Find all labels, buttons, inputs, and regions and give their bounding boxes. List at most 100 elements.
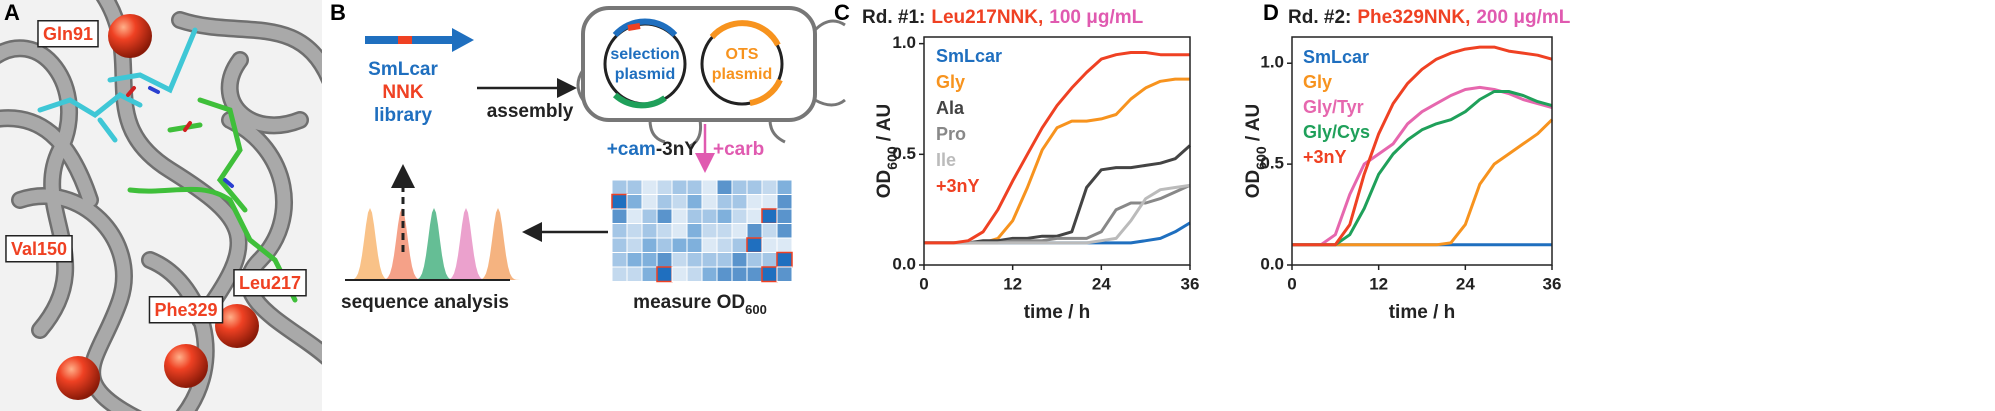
well xyxy=(716,208,733,224)
title-part: Phe329NNK, xyxy=(1357,7,1470,28)
well xyxy=(686,208,703,224)
plot-frame xyxy=(1291,36,1553,266)
well xyxy=(656,266,673,283)
x-tick-label: 24 xyxy=(1092,274,1111,293)
well xyxy=(701,194,718,210)
peak xyxy=(476,208,520,280)
well xyxy=(656,194,673,210)
well xyxy=(656,208,673,224)
label-box xyxy=(233,269,307,297)
x-tick-label: 0 xyxy=(919,274,928,293)
x-axis-label: time / h xyxy=(1389,302,1456,323)
well xyxy=(641,179,658,195)
well xyxy=(671,223,688,239)
well xyxy=(641,208,658,224)
residue-name: Phe329 xyxy=(154,300,217,320)
well xyxy=(776,251,793,268)
x-tick-label: 0 xyxy=(1287,274,1296,293)
residue-name: Val150 xyxy=(11,239,67,259)
well xyxy=(686,194,703,210)
well xyxy=(761,208,778,225)
measure-sub: 600 xyxy=(745,302,767,317)
well xyxy=(626,252,643,268)
y-axis-label: OD600 / AU xyxy=(1243,104,1269,198)
well xyxy=(671,208,688,224)
well xyxy=(731,179,748,195)
line-chart: Rd. #2: Phe329NNK, 200 μg/mL OD600 / AU time… xyxy=(1243,7,1571,323)
carb: +carb xyxy=(713,139,764,160)
plot-frame xyxy=(923,36,1191,266)
well xyxy=(776,179,793,195)
well xyxy=(761,179,778,195)
legend-entry: Gly xyxy=(1303,72,1332,92)
well xyxy=(671,237,688,253)
well xyxy=(686,237,703,253)
well xyxy=(731,208,748,224)
well xyxy=(656,252,673,268)
library-text: library xyxy=(374,105,433,126)
protein-structure xyxy=(0,0,322,411)
plasmid-text: plasmid xyxy=(615,66,675,83)
well xyxy=(746,194,763,210)
well xyxy=(746,223,763,239)
y-tick-label: 0.0 xyxy=(1260,254,1284,273)
y-axis-label: OD600 / AU xyxy=(874,104,900,198)
well xyxy=(761,194,778,210)
title-part: Rd. #2: xyxy=(1288,7,1351,28)
well xyxy=(641,194,658,210)
legend-entry: +3nY xyxy=(936,176,980,196)
well xyxy=(761,223,778,239)
well xyxy=(776,194,793,210)
title-part: 100 μg/mL xyxy=(1049,7,1143,28)
well xyxy=(686,179,703,195)
well xyxy=(731,252,748,268)
line-chart: Rd. #1: Leu217NNK, 100 μg/mL OD600 / AU time… xyxy=(862,7,1199,323)
panel-label: A xyxy=(4,0,20,25)
well xyxy=(626,266,643,282)
legend-entry: SmLcar xyxy=(1303,47,1369,67)
residue-name: Leu217 xyxy=(239,273,301,293)
well xyxy=(641,237,658,253)
well xyxy=(686,252,703,268)
well xyxy=(626,194,643,210)
label-box xyxy=(37,20,99,48)
peak xyxy=(444,208,488,280)
label-box xyxy=(5,235,73,263)
well xyxy=(611,179,628,195)
legend-entry: SmLcar xyxy=(936,46,1002,66)
scheme: SmLcar NNK library assembly selection pl… xyxy=(341,6,846,317)
panel-label: C xyxy=(834,0,850,25)
well xyxy=(731,223,748,239)
well xyxy=(701,237,718,253)
library-text: SmLcar xyxy=(368,59,438,80)
well xyxy=(716,194,733,210)
y-tick-label: 1.0 xyxy=(1260,53,1284,72)
series-line xyxy=(924,51,1190,245)
x-tick-label: 24 xyxy=(1456,274,1475,293)
title-part: Rd. #1: xyxy=(862,7,925,28)
y-tick-label: 0.5 xyxy=(1260,154,1284,173)
peak xyxy=(412,208,456,280)
title-part: Leu217NNK, xyxy=(931,7,1043,28)
peak xyxy=(348,208,392,280)
plasmid-text: selection xyxy=(610,46,679,63)
selection-text: +cam-3nY xyxy=(607,139,698,160)
residue-label: Leu217 xyxy=(233,269,307,297)
well xyxy=(626,208,643,224)
well xyxy=(641,266,658,282)
well xyxy=(656,237,673,253)
title-part: 200 μg/mL xyxy=(1476,7,1570,28)
measure-text: measure OD600 xyxy=(633,292,767,317)
well xyxy=(746,179,763,195)
well xyxy=(746,237,763,254)
residue-label: Phe329 xyxy=(148,296,224,324)
well xyxy=(626,237,643,253)
well xyxy=(701,252,718,268)
y-label-sub: 600 xyxy=(884,146,900,170)
well xyxy=(656,223,673,239)
y-label-sub: 600 xyxy=(1253,146,1269,170)
chart-title: Rd. #2: Phe329NNK, 200 μg/mL xyxy=(1288,7,1571,28)
y-tick-label: 0.0 xyxy=(892,254,916,273)
x-tick-label: 12 xyxy=(1003,274,1022,293)
